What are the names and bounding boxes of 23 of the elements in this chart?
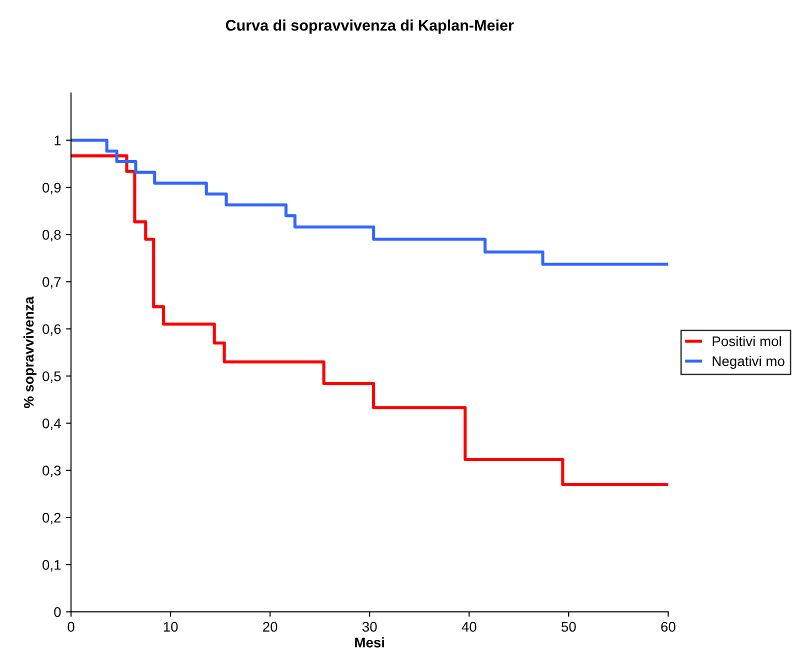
y-tick-label: 0,9 [42, 182, 61, 194]
y-tick-label: 0,8 [42, 230, 61, 242]
y-tick-label: 0,1 [42, 560, 61, 572]
y-tick-label: 0,6 [42, 324, 61, 336]
y-axis-title: % sopravvivenza [23, 296, 36, 408]
x-tick-label: 10 [164, 622, 178, 632]
x-tick-label: 30 [362, 622, 377, 632]
y-tick-label: 0,3 [42, 466, 61, 478]
x-tick-label: 50 [562, 622, 576, 632]
legend-label: Positivi mol [712, 336, 781, 346]
y-tick-label: 0,2 [42, 512, 61, 524]
y-tick-label: 0,5 [42, 371, 61, 383]
y-tick-label: 0 [54, 607, 61, 617]
chart-title: Curva di sopravvivenza di Kaplan-Meier [226, 20, 514, 34]
y-tick-label: 0,7 [42, 277, 61, 289]
x-axis-title: Mesi [355, 637, 384, 648]
x-tick-label: 40 [462, 622, 476, 632]
x-tick-label: 0 [68, 622, 74, 632]
x-tick-label: 20 [263, 622, 278, 632]
x-tick-label: 60 [661, 622, 676, 632]
legend-label: Negativi mo [712, 356, 784, 369]
y-tick-label: 0,4 [42, 418, 61, 430]
y-tick-label: 1 [54, 136, 61, 146]
